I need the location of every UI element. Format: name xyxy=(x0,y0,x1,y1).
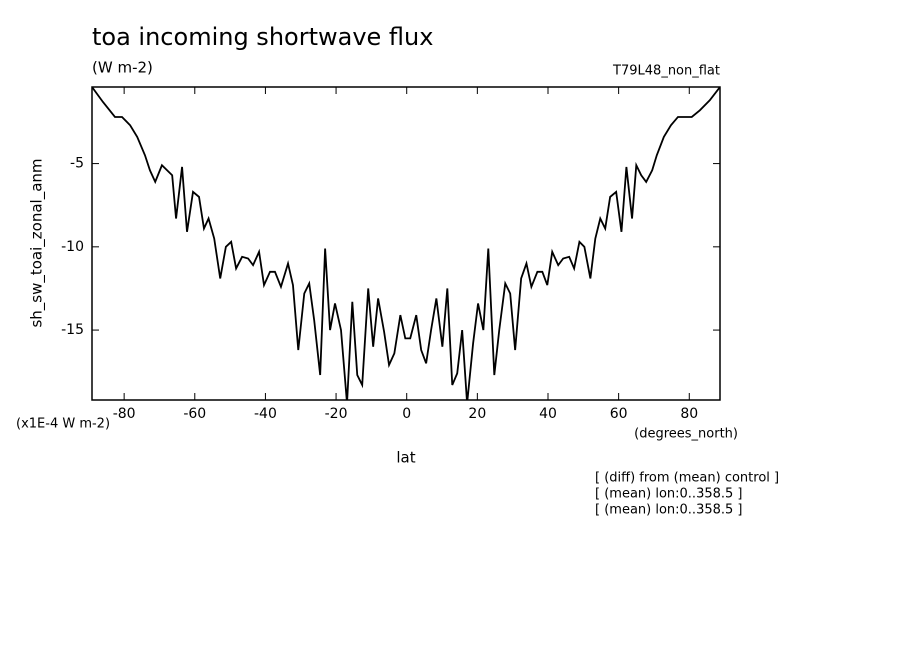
x-tick-label: 60 xyxy=(610,406,628,422)
x-axis-label: lat xyxy=(396,449,415,467)
note: [ (diff) from (mean) control ] xyxy=(595,471,779,486)
subtitle: (W m-2) xyxy=(92,59,153,77)
data-line xyxy=(92,87,720,400)
x-tick-label: -40 xyxy=(254,406,277,422)
note: [ (mean) lon:0..358.5 ] xyxy=(595,487,743,502)
x-tick-label: 0 xyxy=(402,406,411,422)
chart-title: toa incoming shortwave flux xyxy=(92,23,433,51)
y-tick-label: -5 xyxy=(70,156,84,172)
y-axis-label: sh_sw_toai_zonal_anm xyxy=(28,158,47,327)
note: [ (mean) lon:0..358.5 ] xyxy=(595,503,743,518)
run-label: T79L48_non_flat xyxy=(612,64,720,79)
x-tick-label: -60 xyxy=(183,406,206,422)
y-tick-label: -10 xyxy=(61,239,84,255)
x-tick-label: -80 xyxy=(113,406,136,422)
x-tick-label: 40 xyxy=(539,406,557,422)
plot-frame xyxy=(91,86,721,401)
x-tick-label: 80 xyxy=(680,406,698,422)
x-tick-label: -20 xyxy=(325,406,348,422)
x-unit-label: (degrees_north) xyxy=(634,427,738,442)
y-tick-label: -15 xyxy=(61,322,84,338)
x-tick-label: 20 xyxy=(468,406,486,422)
y-scale-label: (x1E-4 W m-2) xyxy=(16,417,110,432)
